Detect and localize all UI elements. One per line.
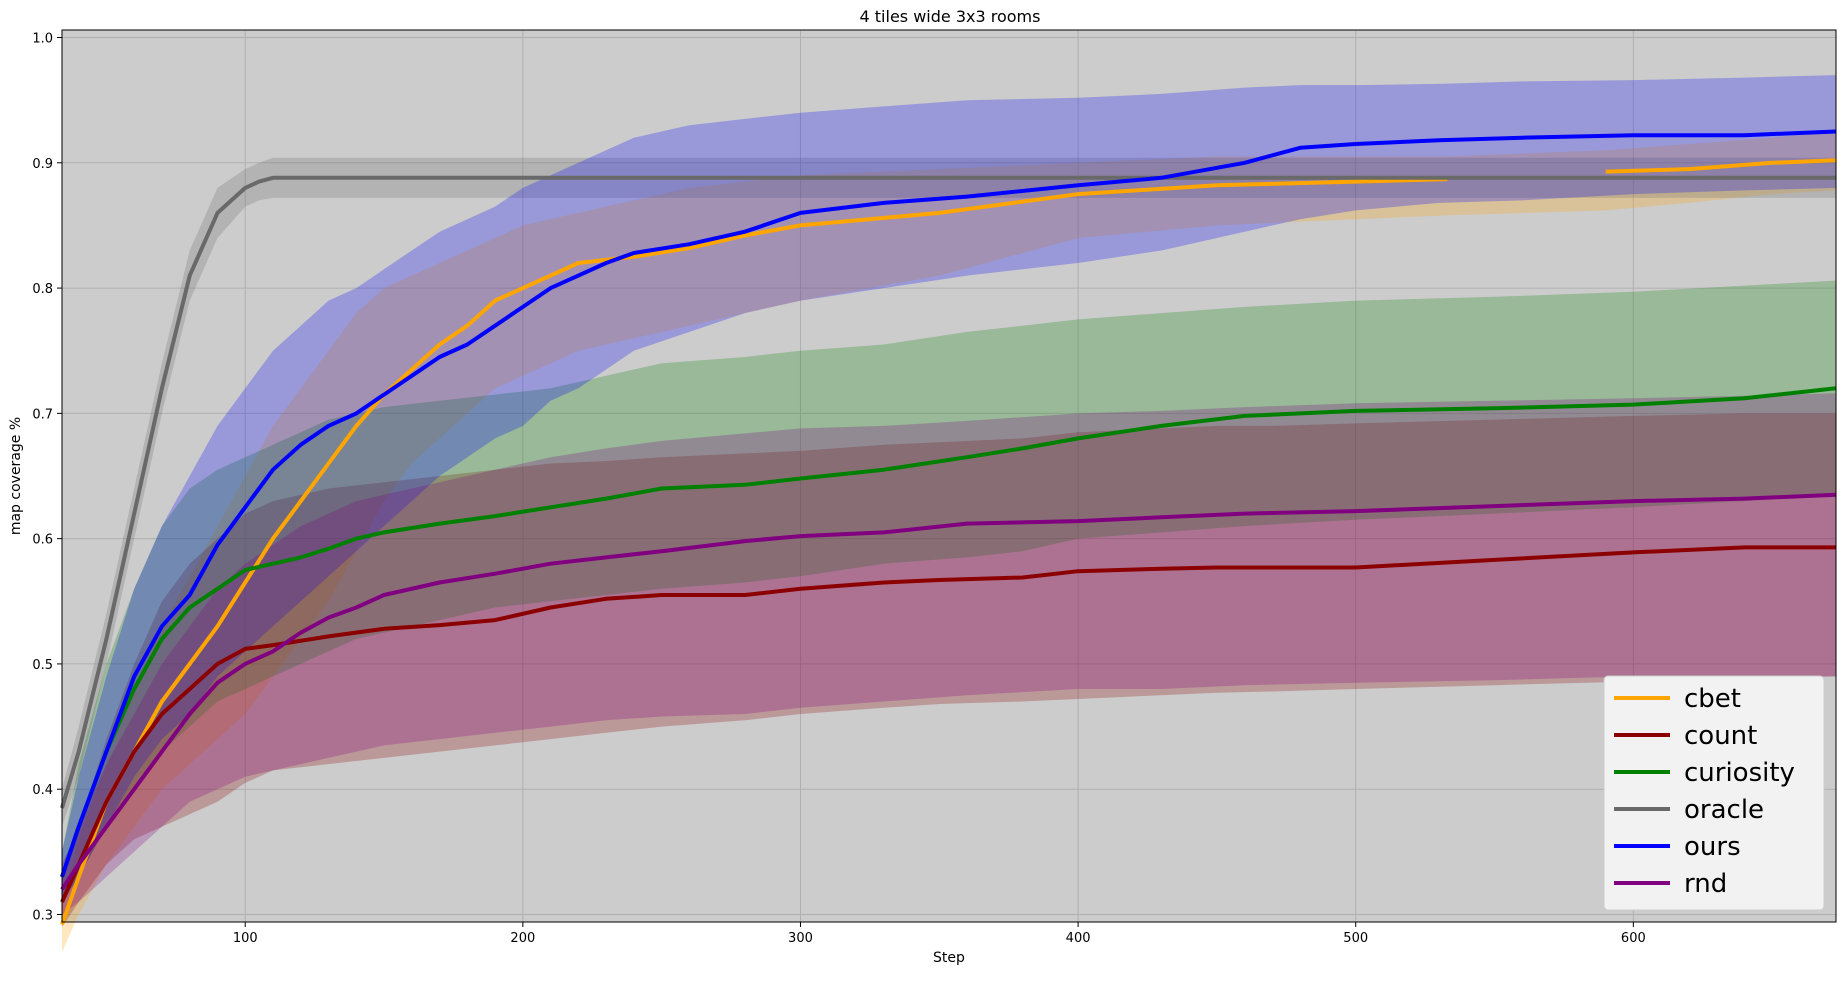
legend-label-oracle: oracle xyxy=(1684,795,1764,825)
curiosity-confidence-band xyxy=(62,280,1836,903)
series-lines xyxy=(60,129,1837,926)
x-tick-label: 600 xyxy=(1621,931,1646,946)
count-confidence-band xyxy=(62,413,1836,927)
y-tick-label: 0.3 xyxy=(32,908,53,923)
y-axis-label: map coverage % xyxy=(8,417,24,535)
cbet-confidence-band xyxy=(62,131,1836,953)
x-tick-label: 400 xyxy=(1066,931,1091,946)
legend-label-curiosity: curiosity xyxy=(1684,758,1795,788)
x-tick-label: 500 xyxy=(1343,931,1368,946)
axis-ticks: 100 200 300 400 500 600 0.3 0.4 0.5 0.6 0.7 0.8 0.9 1… xyxy=(32,32,1645,946)
x-tick-label: 300 xyxy=(788,931,813,946)
ours-confidence-band xyxy=(62,75,1836,903)
x-tick-label: 100 xyxy=(233,931,258,946)
y-tick-label: 1.0 xyxy=(32,32,53,47)
rnd-line xyxy=(60,492,1837,891)
y-tick-label: 0.9 xyxy=(32,157,53,172)
y-tick-label: 0.4 xyxy=(32,783,53,798)
y-tick-label: 0.7 xyxy=(32,407,53,422)
x-tick-label: 200 xyxy=(510,931,535,946)
y-tick-label: 0.6 xyxy=(32,533,53,548)
confidence-bands xyxy=(62,75,1836,953)
legend-label-ours: ours xyxy=(1684,832,1741,862)
ours-line xyxy=(60,129,1837,878)
count-line xyxy=(60,545,1836,903)
rnd-confidence-band xyxy=(62,393,1836,915)
chart-title: 4 tiles wide 3x3 rooms xyxy=(860,7,1041,26)
x-axis-label: Step xyxy=(933,950,965,966)
curiosity-line xyxy=(60,386,1837,878)
legend-label-count: count xyxy=(1684,721,1757,751)
cbet-line xyxy=(60,158,1837,926)
legend-label-rnd: rnd xyxy=(1684,869,1727,899)
legend-label-cbet: cbet xyxy=(1684,684,1741,714)
y-tick-label: 0.5 xyxy=(32,658,53,673)
legend: cbet count curiosity oracle ours rnd xyxy=(1603,675,1825,911)
plot-frame xyxy=(61,29,1837,923)
y-tick-label: 0.8 xyxy=(32,282,53,297)
